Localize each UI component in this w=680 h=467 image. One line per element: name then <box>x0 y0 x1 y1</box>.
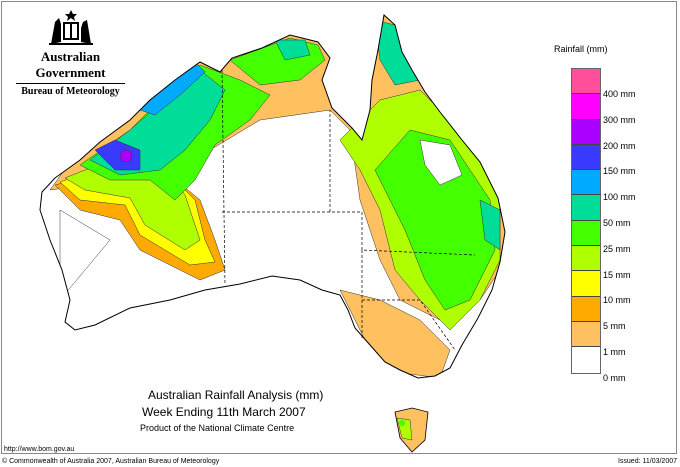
legend-label: 10 mm <box>603 295 631 306</box>
government-logo: Australian Government Bureau of Meteorol… <box>8 8 133 97</box>
legend-swatch <box>572 296 600 322</box>
legend-label: 1 mm <box>603 347 626 357</box>
issued-date: Issued: 11/03/2007 <box>617 458 677 465</box>
legend-swatch <box>572 246 600 272</box>
legend-swatch <box>572 69 600 95</box>
legend-label: 25 mm <box>603 243 631 254</box>
legend-label: 400 mm <box>603 89 636 99</box>
coat-of-arms-icon <box>48 10 93 45</box>
legend-swatch <box>572 321 600 348</box>
legend-swatch <box>572 94 600 120</box>
legend-label: 200 mm <box>603 140 636 151</box>
legend-swatch <box>572 195 600 221</box>
legend-swatch <box>572 144 600 171</box>
map-frame <box>1 1 677 454</box>
coastline <box>39 14 506 379</box>
agency-name: Bureau of Meteorology <box>21 86 120 97</box>
map-period: Week Ending 11th March 2007 <box>142 405 306 419</box>
legend-swatch <box>572 220 600 247</box>
legend-swatch <box>572 271 600 297</box>
website-link[interactable]: http://www.bom.gov.au <box>4 446 75 453</box>
tasmania <box>394 407 429 453</box>
legend-title: Rainfall (mm) <box>554 44 608 54</box>
state-borders <box>221 69 476 351</box>
map-title: Australian Rainfall Analysis (mm) <box>148 388 324 402</box>
legend-label: 0 mm <box>603 372 626 383</box>
legend-swatch <box>572 119 600 145</box>
legend-label: 15 mm <box>603 269 631 280</box>
legend-swatch <box>572 170 600 196</box>
legend-label: 5 mm <box>603 321 626 332</box>
legend-label: 150 mm <box>603 166 636 177</box>
copyright-text: © Commonwealth of Australia 2007, Austra… <box>2 458 220 465</box>
government-name: Australian Government <box>35 49 106 80</box>
map-product: Product of the National Climate Centre <box>140 423 295 433</box>
legend-label: 300 mm <box>603 114 636 125</box>
legend-label: 100 mm <box>603 192 636 203</box>
legend-swatch <box>572 347 600 373</box>
legend-colorbar <box>571 68 601 374</box>
legend-label: 50 mm <box>603 218 631 228</box>
